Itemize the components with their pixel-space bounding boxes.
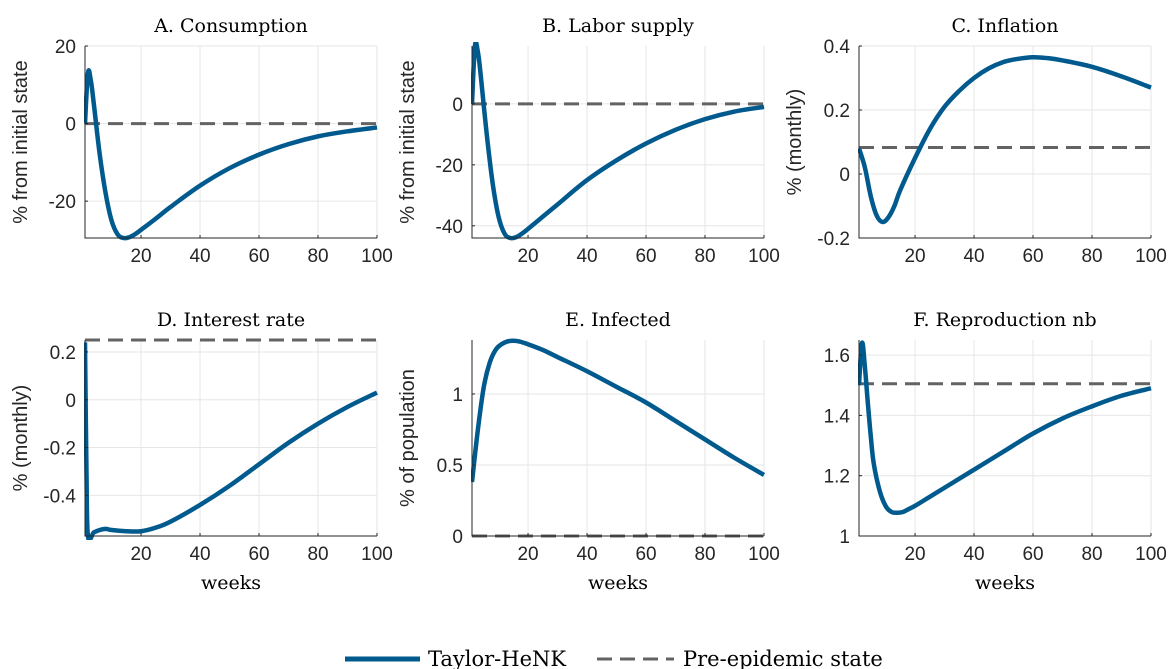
panel-2: 20 40 60 80 100 -0.2 0 0.2 0.4 C. Inflation % (mon… [784,15,1167,267]
series-group [84,68,378,241]
x-tick-label: 60 [635,246,656,267]
taylor-henk-line [858,54,1152,225]
x-tick-label: 100 [361,544,393,565]
panel-title: B. Labor supply [542,15,694,37]
taylor-henk-line [471,42,765,241]
y-tick-label: 0.5 [437,456,463,477]
x-tick-label: 80 [307,246,328,267]
panel-0: 20 40 60 80 100 -20 0 20 A. Consumption % from in… [10,15,393,267]
legend: Taylor-HeNK Pre-epidemic state [345,647,883,669]
x-axis-label: weeks [201,572,261,594]
taylor-henk-line [84,68,378,241]
taylor-henk-line [84,342,378,540]
axis-lines [471,340,764,537]
axis-lines [84,340,377,537]
y-axis-label: % of population [397,369,419,507]
x-tick-label: 100 [748,246,780,267]
y-tick-label: -20 [436,156,463,177]
x-tick-label: 20 [517,544,538,565]
y-tick-label: -0.2 [817,229,850,250]
y-tick-label: 1 [839,527,850,548]
y-tick-label: 0 [65,391,76,412]
y-tick-label: 1.4 [824,406,851,427]
x-tick-label: 60 [1022,246,1043,267]
y-tick-label: 0 [65,115,76,136]
x-tick-label: 40 [576,246,597,267]
panel-title: C. Inflation [951,15,1058,37]
y-axis-label: % (monthly) [10,385,32,492]
x-tick-label: 40 [576,544,597,565]
x-tick-label: 40 [189,246,210,267]
x-tick-label: 100 [748,544,780,565]
series-group [858,54,1152,225]
x-tick-label: 60 [1022,544,1043,565]
axis-lines [858,46,1151,239]
y-axis-label: % from initial state [397,60,419,223]
legend-dashed-label: Pre-epidemic state [683,647,883,669]
y-tick-label: 20 [55,37,76,58]
panel-title: F. Reproduction nb [913,309,1096,331]
x-tick-label: 100 [361,246,393,267]
panel-title: A. Consumption [153,15,308,37]
y-tick-label: 1.6 [824,346,850,367]
y-tick-label: 0.2 [50,343,76,364]
y-tick-label: 1.2 [824,467,850,488]
x-tick-label: 40 [963,544,984,565]
x-tick-label: 60 [248,246,269,267]
panel-5: 20 40 60 80 100 1 1.2 1.4 1.6 F. Reproduction nb w… [824,309,1167,594]
y-tick-label: -0.4 [43,486,76,507]
panel-4: 20 40 60 80 100 0 0.5 1 E. Infected weeks % of pop… [397,309,780,594]
x-axis-label: weeks [975,572,1035,594]
axis-lines [858,340,1151,537]
x-tick-label: 20 [904,246,925,267]
legend-main-label: Taylor-HeNK [428,647,566,669]
y-tick-label: 0 [452,95,463,116]
x-tick-label: 40 [963,246,984,267]
y-axis-label: % from initial state [10,60,32,223]
y-tick-label: 0 [452,527,463,548]
y-tick-label: 0.4 [824,37,851,58]
taylor-henk-line [858,340,1152,516]
x-tick-label: 100 [1135,544,1167,565]
y-axis-label: % (monthly) [784,89,806,196]
series-group [84,338,378,540]
x-tick-label: 20 [904,544,925,565]
x-axis-label: weeks [588,572,648,594]
series-group [858,340,1152,516]
x-tick-label: 80 [1081,246,1102,267]
x-tick-label: 100 [1135,246,1167,267]
y-tick-label: -40 [436,217,463,238]
axis-lines [471,46,764,239]
y-tick-label: -20 [49,192,76,213]
x-tick-label: 40 [189,544,210,565]
series-group [471,42,765,241]
x-tick-label: 60 [635,544,656,565]
x-tick-label: 60 [248,544,269,565]
y-tick-label: 0 [839,165,850,186]
axis-lines [84,46,377,239]
panel-3: 20 40 60 80 100 -0.4 -0.2 0 0.2 D. Interest rate w… [10,309,393,594]
x-tick-label: 80 [1081,544,1102,565]
panel-1: 20 40 60 80 100 -40 -20 0 B. Labor supply % from … [397,15,780,267]
x-tick-label: 20 [130,544,151,565]
x-tick-label: 80 [694,544,715,565]
series-group [471,338,765,538]
x-tick-label: 20 [130,246,151,267]
taylor-henk-line [471,338,765,483]
y-tick-label: 0.2 [824,101,850,122]
x-tick-label: 80 [694,246,715,267]
x-tick-label: 20 [517,246,538,267]
x-tick-label: 80 [307,544,328,565]
y-tick-label: 1 [452,385,463,406]
panel-title: E. Infected [565,309,671,331]
panel-title: D. Interest rate [157,309,305,331]
y-tick-label: -0.2 [43,439,76,460]
